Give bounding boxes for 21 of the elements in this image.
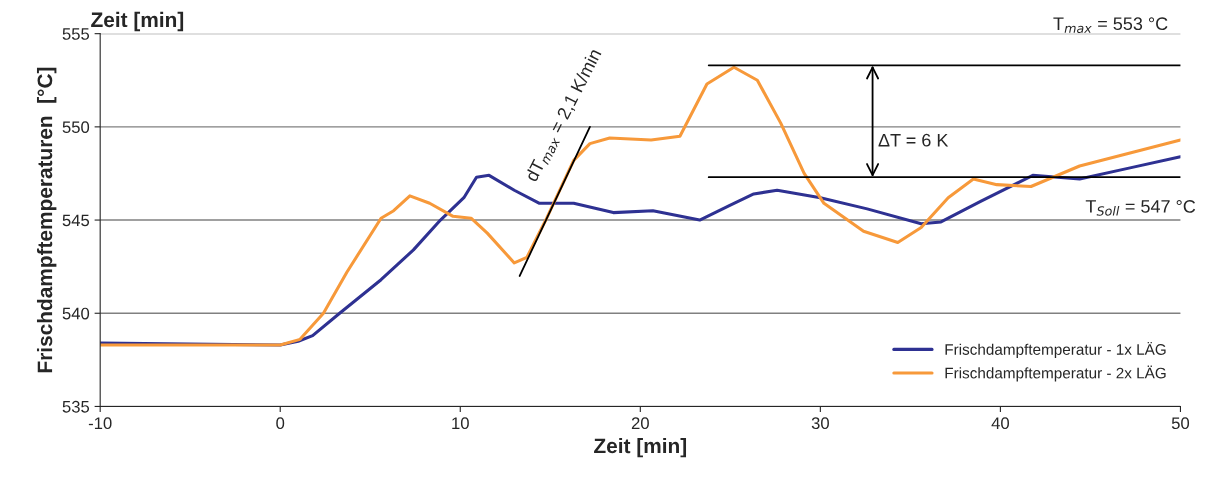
legend-label: Frischdampftemperatur - 1x LÄG	[945, 341, 1166, 358]
x-axis-title: Zeit [min]	[594, 437, 687, 458]
x-tick-label: 30	[811, 417, 829, 430]
y-axis-title: Frischdampftemperaturen [°C]	[36, 67, 57, 373]
y-tick-label: 550	[62, 121, 90, 134]
legend-label: Frischdampftemperatur - 2x LÄG	[945, 365, 1166, 382]
annotation: dT$_{max}$ = 2,1 K/min	[524, 47, 605, 184]
annotation: ΔT = 6 K	[878, 133, 949, 147]
x-tick-label: 20	[631, 417, 649, 430]
x-tick-label: 0	[276, 417, 285, 430]
y-tick-label: 555	[62, 28, 90, 40]
x-tick-label: 40	[991, 417, 1010, 430]
annotation: T$_{Soll}$ = 547 °C	[1085, 200, 1196, 216]
x-tick-label: 50	[1171, 417, 1190, 430]
x-tick-label: -10	[88, 417, 112, 430]
y-tick-label: 540	[62, 307, 90, 320]
x-tick-label: 10	[452, 417, 469, 430]
text: Zeit [min]	[91, 11, 184, 32]
text: T$_{max}$ = 553 °C	[1053, 17, 1168, 34]
y-tick-label: 545	[62, 214, 90, 227]
y-tick-label: 535	[62, 400, 90, 413]
